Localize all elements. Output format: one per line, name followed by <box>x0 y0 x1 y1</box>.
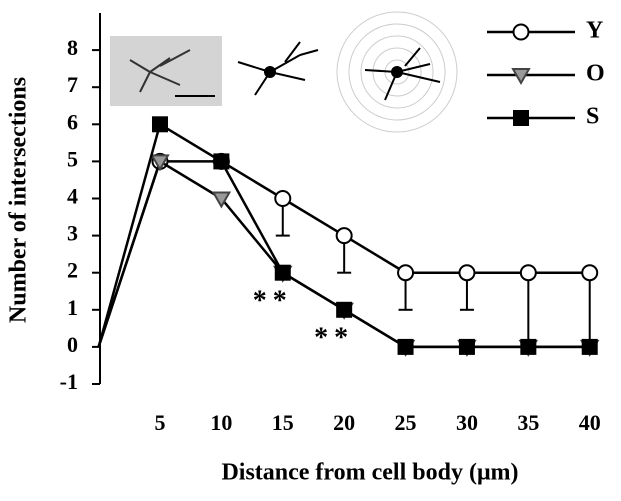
marker <box>213 153 230 170</box>
legend-label: Y <box>586 18 603 44</box>
marker <box>274 190 292 207</box>
y-tick-label: 5 <box>67 146 78 171</box>
y-tick-label: -1 <box>60 369 78 394</box>
marker <box>581 264 599 282</box>
annotation: ** <box>314 322 354 353</box>
marker <box>397 264 415 282</box>
annotation: ** <box>253 285 293 316</box>
x-tick-label: 15 <box>272 410 294 435</box>
legend-marker <box>511 68 531 86</box>
inset-images <box>110 11 458 133</box>
y-tick-label: 4 <box>67 184 78 209</box>
y-tick-label: 8 <box>67 35 78 60</box>
marker <box>458 264 476 282</box>
marker <box>581 338 598 355</box>
neuron-tracing <box>237 41 319 96</box>
x-tick-label: 30 <box>456 410 478 435</box>
legend-marker <box>512 23 530 41</box>
y-tick-label: 0 <box>67 332 78 357</box>
micrograph <box>110 36 222 106</box>
marker <box>336 301 353 318</box>
y-axis-label: Number of intersections <box>6 77 32 323</box>
x-tick-label: 5 <box>154 410 165 435</box>
y-tick-label: 6 <box>67 109 78 134</box>
marker <box>335 227 353 245</box>
y-tick-label: 1 <box>67 295 78 320</box>
legend-label: O <box>586 61 605 87</box>
x-axis-label: Distance from cell body (μm) <box>221 460 518 486</box>
x-tick-label: 35 <box>517 410 539 435</box>
sholl-circles <box>336 11 458 133</box>
marker <box>150 154 170 172</box>
x-tick-label: 25 <box>395 410 417 435</box>
marker <box>397 338 414 355</box>
marker <box>274 264 291 281</box>
marker <box>519 264 537 282</box>
marker <box>458 338 475 355</box>
y-tick-label: 7 <box>67 72 78 97</box>
legend-marker <box>513 110 529 126</box>
y-tick-label: 2 <box>67 258 78 283</box>
marker <box>211 191 232 209</box>
x-tick-label: 40 <box>579 410 601 435</box>
legend-label: S <box>586 104 599 130</box>
y-tick-label: 3 <box>67 221 78 246</box>
x-tick-label: 10 <box>210 410 232 435</box>
marker <box>520 338 537 355</box>
x-tick-label: 20 <box>333 410 355 435</box>
marker <box>151 116 168 133</box>
